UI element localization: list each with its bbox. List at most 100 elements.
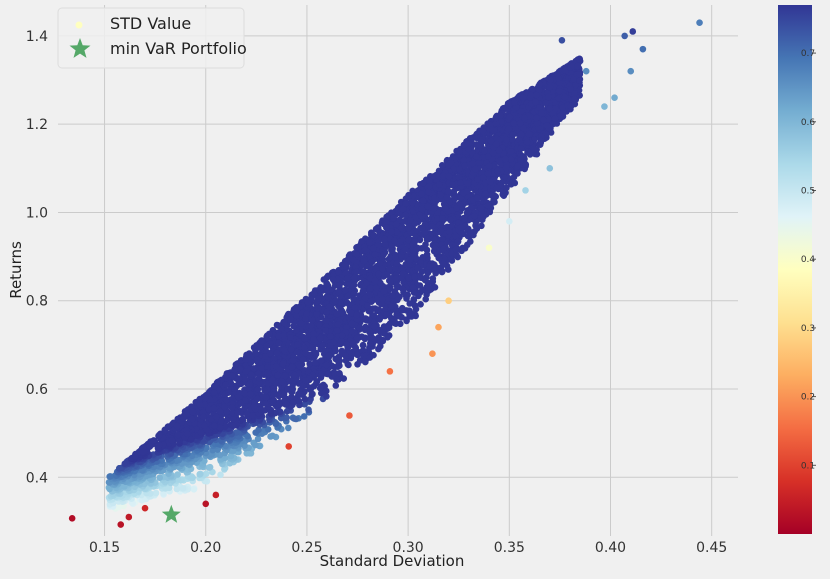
portfolio-point [366,340,374,347]
portfolio-point [319,342,326,349]
portfolio-point [239,415,246,423]
portfolio-point [280,392,288,399]
portfolio-point [217,471,224,479]
portfolio-point [306,360,314,368]
portfolio-point [532,114,540,122]
portfolio-point [411,238,419,245]
portfolio-point [374,337,381,344]
portfolio-point [150,437,157,444]
portfolio-point [487,137,495,145]
portfolio-point [247,390,254,398]
portfolio-point [270,391,278,399]
portfolio-point [556,79,563,87]
portfolio-point [419,253,427,261]
portfolio-point [361,326,369,334]
portfolio-point [280,360,287,367]
portfolio-point [173,457,180,465]
portfolio-point [324,370,332,378]
portfolio-point [255,426,262,434]
portfolio-point [382,241,389,248]
portfolio-point [343,340,350,348]
portfolio-point [193,426,200,433]
portfolio-point [392,254,399,261]
portfolio-point [377,279,384,287]
portfolio-point [173,485,181,493]
portfolio-point [358,238,366,245]
portfolio-point [435,254,443,262]
portfolio-point [285,424,292,432]
portfolio-point [387,278,395,286]
portfolio-point [388,228,395,235]
portfolio-point [498,118,505,125]
portfolio-point [353,244,360,251]
portfolio-point [492,140,500,148]
portfolio-point [284,385,292,393]
portfolio-point [168,437,176,444]
portfolio-point [255,379,263,387]
portfolio-point [189,474,196,482]
portfolio-point [270,355,278,362]
portfolio-point [299,382,307,389]
portfolio-point [223,371,230,379]
portfolio-point [546,83,554,91]
portfolio-point [506,113,514,121]
portfolio-point [437,227,445,234]
portfolio-point [140,444,147,451]
portfolio-point [360,268,367,275]
portfolio-point [187,436,195,443]
portfolio-point [241,390,249,397]
portfolio-point [223,396,230,404]
portfolio-point [353,251,360,258]
portfolio-point [481,179,489,187]
portfolio-point [267,433,274,440]
portfolio-point [362,315,369,322]
portfolio-point [497,112,504,119]
portfolio-point [323,274,331,281]
portfolio-point [430,205,438,212]
portfolio-point [205,464,213,471]
portfolio-point [381,235,389,243]
portfolio-point [249,412,256,419]
portfolio-point [388,303,396,311]
portfolio-point [304,298,312,306]
portfolio-point [360,257,368,265]
portfolio-point [452,232,460,240]
portfolio-point [244,432,251,440]
portfolio-point [429,278,436,286]
portfolio-point [301,344,308,351]
portfolio-point [287,334,294,341]
portfolio-point [533,120,541,127]
portfolio-point [507,148,515,155]
portfolio-point [327,342,334,349]
portfolio-point [443,194,451,201]
portfolio-point [407,309,415,317]
portfolio-point [436,181,443,188]
portfolio-point [313,379,320,387]
portfolio-point [361,294,369,302]
portfolio-point [493,184,501,192]
portfolio-point [379,295,386,303]
portfolio-point [316,384,324,392]
portfolio-point [461,245,469,252]
portfolio-point [332,382,340,389]
portfolio-point [447,216,454,224]
portfolio-point [495,147,503,154]
portfolio-point [222,381,229,389]
portfolio-point [236,366,244,373]
portfolio-point [305,406,312,414]
portfolio-point [424,203,431,210]
portfolio-point [383,311,390,318]
portfolio-point [426,177,433,184]
portfolio-point [393,260,401,267]
portfolio-point [322,317,330,325]
portfolio-point [310,330,317,338]
portfolio-point [386,265,393,273]
portfolio-point [457,179,464,186]
portfolio-point [525,130,533,138]
portfolio-point [241,405,248,412]
portfolio-point [409,284,417,291]
portfolio-point [486,162,493,170]
portfolio-point [197,429,205,437]
portfolio-point [523,138,531,146]
